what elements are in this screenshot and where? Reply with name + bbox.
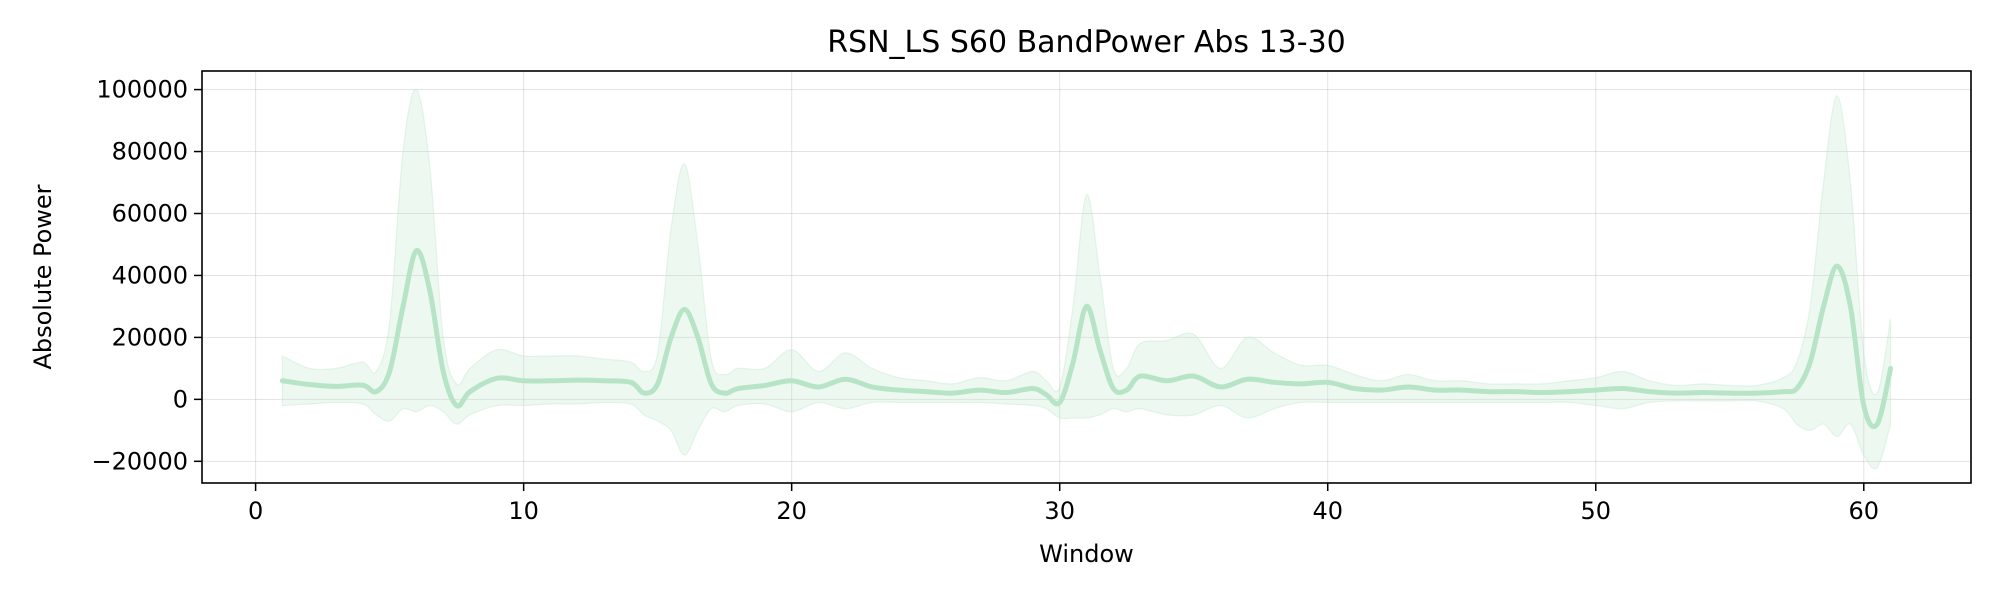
x-tick-label: 50	[1580, 497, 1611, 525]
y-tick-label: −20000	[92, 447, 188, 475]
x-tick-label: 0	[248, 497, 263, 525]
y-tick-label: 0	[173, 385, 188, 413]
x-tick-label: 10	[508, 497, 539, 525]
x-tick-label: 60	[1849, 497, 1880, 525]
y-axis: −20000 0 20000 40000 60000 80000 100000	[92, 76, 202, 475]
confidence-band	[281, 88, 1892, 470]
y-tick-label: 20000	[112, 323, 188, 351]
y-tick-label: 100000	[96, 76, 188, 104]
y-tick-label: 40000	[112, 261, 188, 289]
x-tick-label: 20	[776, 497, 807, 525]
plot-frame	[201, 70, 1972, 484]
x-tick-label: 40	[1312, 497, 1343, 525]
chart-title: RSN_LS S60 BandPower Abs 13-30	[827, 25, 1346, 60]
band-group	[281, 88, 1892, 470]
y-axis-label: Absolute Power	[29, 184, 57, 369]
line-group	[279, 248, 1894, 430]
grid	[202, 71, 1971, 483]
x-axis-label: Window	[1039, 540, 1134, 568]
y-tick-label: 60000	[112, 199, 188, 227]
x-tick-label: 30	[1044, 497, 1075, 525]
x-axis: 0 10 20 30 40 50 60	[248, 483, 1879, 525]
y-tick-label: 80000	[112, 138, 188, 166]
mean-line	[279, 248, 1894, 430]
